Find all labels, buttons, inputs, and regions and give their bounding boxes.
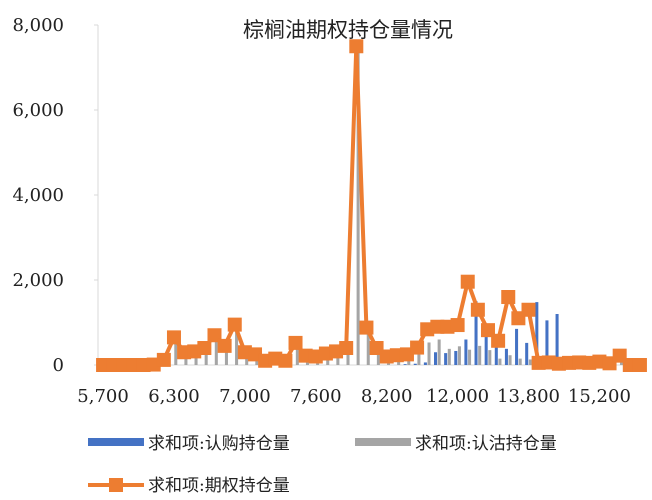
put-bar xyxy=(428,342,431,365)
call-bar xyxy=(404,364,407,365)
x-axis: 5,700 6,300 7,000 7,600 8,200 12,000 13,800 15,… xyxy=(77,365,645,407)
x-tick-label: 5,700 xyxy=(77,386,129,407)
total-point-marker xyxy=(491,334,505,348)
total-point-marker xyxy=(339,341,353,355)
call-bar xyxy=(505,349,508,365)
legend-item-put: 求和项:认沽持仓量 xyxy=(355,434,557,454)
call-bar xyxy=(464,340,467,366)
put-bar xyxy=(519,359,522,365)
legend-label-total: 求和项:期权持仓量 xyxy=(148,476,290,495)
put-bar xyxy=(488,350,491,365)
y-tick-label: 4,000 xyxy=(12,185,64,206)
total-point-marker xyxy=(349,39,363,53)
x-tick-label: 12,000 xyxy=(426,386,489,407)
total-point-marker xyxy=(410,341,424,355)
call-bar xyxy=(515,329,518,365)
call-bar xyxy=(434,352,437,365)
legend: 求和项:认购持仓量 求和项:认沽持仓量 求和项:期权持仓量 xyxy=(88,434,557,495)
total-point-marker xyxy=(218,339,232,353)
total-point-marker xyxy=(289,336,303,350)
chart-title: 棕榈油期权持仓量情况 xyxy=(243,18,453,42)
x-tick-label: 15,200 xyxy=(568,386,631,407)
y-tick-label: 2,000 xyxy=(12,270,64,291)
put-bar xyxy=(498,359,501,365)
put-bar xyxy=(478,346,481,365)
legend-item-call: 求和项:认购持仓量 xyxy=(88,434,290,454)
total-point-marker xyxy=(451,318,465,332)
put-series-bars xyxy=(154,46,623,365)
x-tick-label: 8,200 xyxy=(361,386,413,407)
put-bar xyxy=(448,349,451,365)
total-point-marker xyxy=(278,354,292,368)
total-point-marker xyxy=(359,321,373,335)
total-point-marker xyxy=(522,303,536,317)
total-point-marker xyxy=(461,275,475,289)
y-tick-label: 8,000 xyxy=(12,15,64,36)
total-point-marker xyxy=(501,290,515,304)
call-bar xyxy=(424,362,427,365)
total-point-marker xyxy=(633,358,647,372)
put-bar xyxy=(458,346,461,365)
put-bar xyxy=(509,355,512,365)
total-point-marker xyxy=(167,330,181,344)
y-axis: 0 2,000 4,000 6,000 8,000 xyxy=(12,15,98,376)
put-bar xyxy=(438,340,441,366)
total-point-marker xyxy=(197,341,211,355)
x-tick-label: 6,300 xyxy=(148,386,200,407)
put-bar xyxy=(468,350,471,365)
y-tick-label: 6,000 xyxy=(12,100,64,121)
y-tick-label: 0 xyxy=(53,355,64,376)
call-bar xyxy=(444,353,447,365)
total-point-marker xyxy=(228,318,242,332)
legend-label-put: 求和项:认沽持仓量 xyxy=(415,434,557,454)
put-bar xyxy=(529,359,532,365)
total-series-line xyxy=(96,39,647,372)
legend-item-total: 求和项:期权持仓量 xyxy=(88,476,290,495)
legend-marker-total xyxy=(109,478,123,492)
call-bar xyxy=(525,343,528,365)
x-tick-label: 13,800 xyxy=(497,386,560,407)
legend-label-call: 求和项:认购持仓量 xyxy=(148,434,290,454)
legend-swatch-call xyxy=(88,438,144,446)
x-tick-label: 7,600 xyxy=(290,386,342,407)
call-bar xyxy=(414,364,417,365)
legend-swatch-put xyxy=(355,438,411,446)
total-line-path xyxy=(103,46,640,365)
total-point-marker xyxy=(471,303,485,317)
x-tick-label: 7,000 xyxy=(219,386,271,407)
total-point-marker xyxy=(157,353,171,367)
call-bar xyxy=(454,351,457,365)
